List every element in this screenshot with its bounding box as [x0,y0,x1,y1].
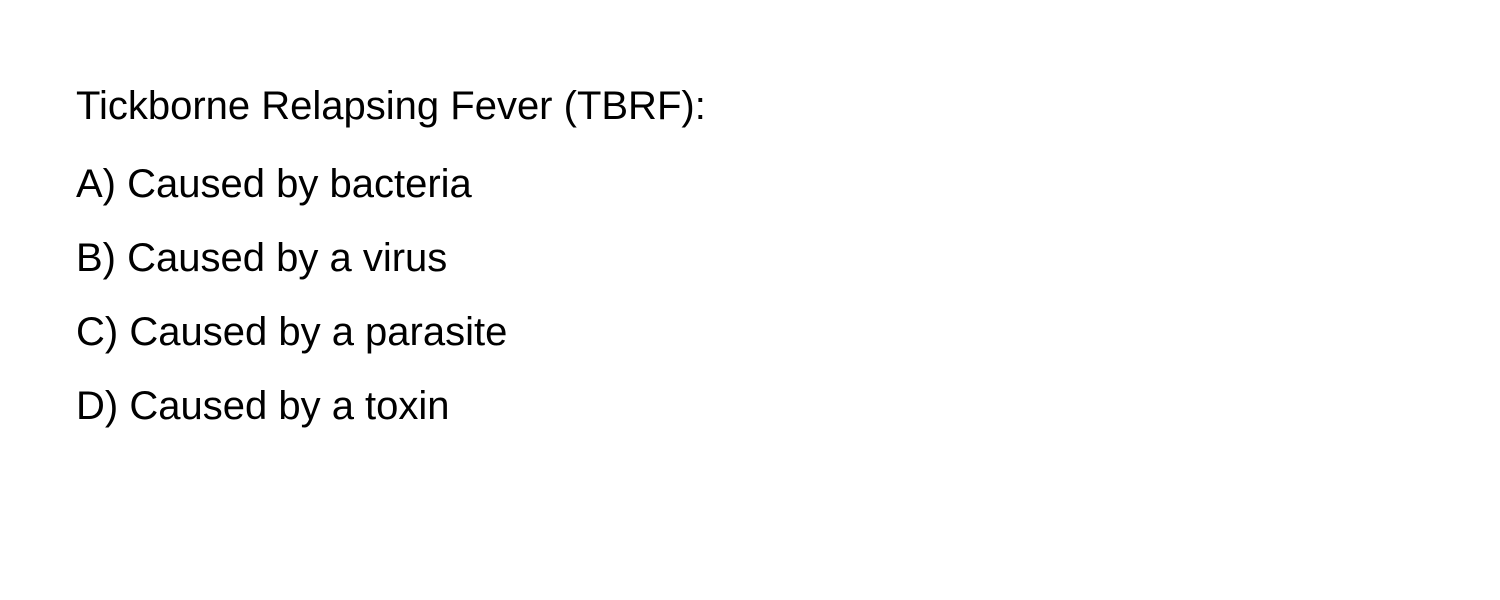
option-c: C) Caused by a parasite [76,312,1500,352]
question-block: Tickborne Relapsing Fever (TBRF): A) Cau… [0,0,1500,426]
option-d: D) Caused by a toxin [76,386,1500,426]
option-b-text: Caused by a virus [127,236,447,280]
question-stem: Tickborne Relapsing Fever (TBRF): [76,86,1500,126]
option-a: A) Caused by bacteria [76,164,1500,204]
option-a-letter: A) [76,162,116,206]
option-b: B) Caused by a virus [76,238,1500,278]
option-d-text: Caused by a toxin [129,384,449,428]
option-c-text: Caused by a parasite [129,310,507,354]
option-d-letter: D) [76,384,118,428]
option-c-letter: C) [76,310,118,354]
option-b-letter: B) [76,236,116,280]
option-a-text: Caused by bacteria [127,162,472,206]
